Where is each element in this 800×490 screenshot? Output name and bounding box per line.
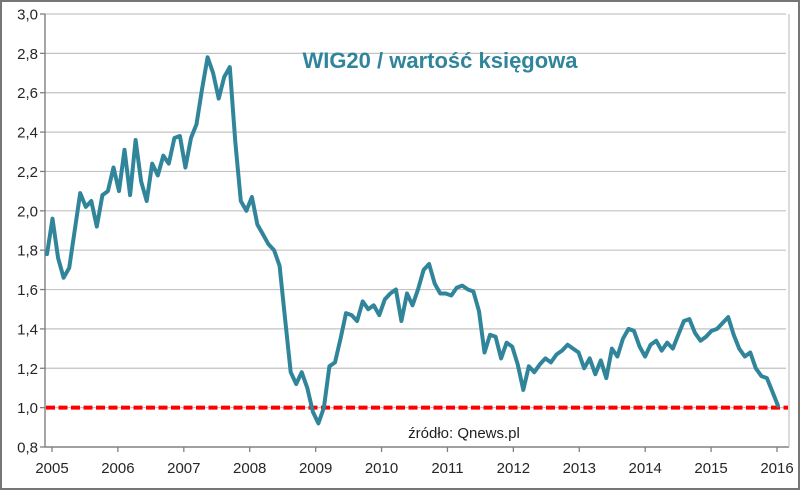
- x-tick-label: 2011: [431, 460, 463, 477]
- x-axis-tick-labels: 2005 2006 2007 2008 2009 2010 2011 2012 2013 2014…: [35, 460, 793, 477]
- x-tick-label: 2008: [233, 460, 266, 477]
- y-tick-label: 2,6: [17, 85, 38, 102]
- x-tick-label: 2014: [628, 460, 661, 477]
- y-tick-label: 2,2: [17, 164, 38, 181]
- x-tick-label: 2010: [365, 460, 398, 477]
- x-tick-label: 2016: [760, 460, 793, 477]
- y-tick-label: 1,8: [17, 243, 38, 260]
- x-tick-label: 2012: [497, 460, 530, 477]
- y-tick-label: 0,8: [17, 440, 38, 457]
- x-tick-label: 2005: [35, 460, 68, 477]
- y-tick-label: 2,8: [17, 46, 38, 63]
- y-tick-label: 1,2: [17, 361, 38, 378]
- y-tick-label: 3,0: [17, 7, 38, 24]
- axes: [40, 13, 790, 452]
- x-tick-label: 2009: [299, 460, 332, 477]
- series-line-wig20: [45, 55, 780, 426]
- source-label: źródło: Qnews.pl: [408, 425, 520, 442]
- chart-title: WIG20 / wartość księgowa: [302, 48, 578, 73]
- x-tick-label: 2006: [101, 460, 134, 477]
- x-tick-label: 2015: [694, 460, 727, 477]
- gridlines: [45, 13, 786, 409]
- x-tick-label: 2007: [167, 460, 200, 477]
- x-tick-label: 2013: [563, 460, 596, 477]
- y-tick-label: 1,0: [17, 400, 38, 417]
- y-tick-label: 2,4: [17, 125, 38, 142]
- y-axis-tick-labels: 3,0 2,8 2,6 2,4 2,2 2,0 1,8 1,6 1,4 1,2 1,0 0,8: [17, 7, 38, 457]
- y-tick-label: 1,6: [17, 282, 38, 299]
- y-tick-label: 2,0: [17, 203, 38, 220]
- y-tick-label: 1,4: [17, 321, 38, 338]
